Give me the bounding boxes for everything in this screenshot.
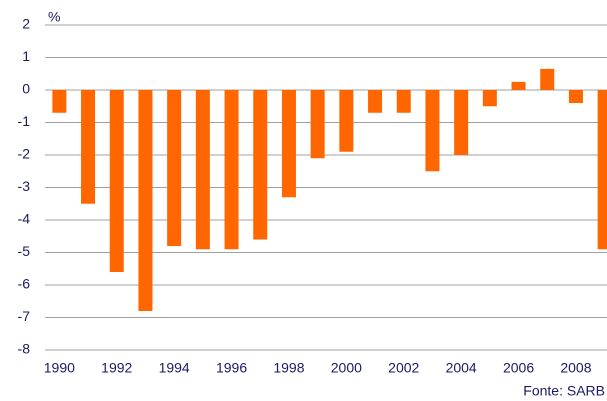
y-tick-label: -2 [18,146,31,162]
x-tick-label: 2004 [446,360,477,376]
bar [310,90,325,159]
x-tick-label: 1992 [101,360,132,376]
y-tick-label: -3 [18,178,31,194]
unit-label: % [48,9,60,25]
x-tick-label: 1996 [216,360,247,376]
bar [138,90,153,311]
source-note: Fonte: SARB [523,383,605,399]
y-tick-label: 1 [22,48,30,64]
x-tick-label: 2002 [388,360,419,376]
bar [81,90,96,204]
bar [195,90,210,250]
bar [396,90,411,113]
x-tick-label: 1994 [159,360,190,376]
y-tick-label: 2 [22,16,30,32]
bar [52,90,67,113]
x-tick-label: 2000 [331,360,362,376]
x-tick-label: 1990 [44,360,75,376]
bar [597,90,607,250]
bar [167,90,182,246]
x-tick-label: 2008 [560,360,591,376]
bar [425,90,440,172]
x-tick-label: 2006 [503,360,534,376]
y-tick-label: -6 [18,276,31,292]
y-tick-label: 0 [22,81,30,97]
bar [482,90,497,107]
y-tick-label: -5 [18,243,31,259]
bar [109,90,124,272]
y-tick-label: -1 [18,113,31,129]
bar [281,90,296,198]
x-tick-label: 1998 [273,360,304,376]
y-tick-label: -7 [18,308,31,324]
bar [224,90,239,250]
bar [568,90,583,103]
y-tick-label: -4 [18,211,31,227]
bar [540,68,555,90]
bar [511,81,526,90]
bar [253,90,268,240]
bar [339,90,354,152]
y-tick-label: -8 [18,341,31,357]
bar [454,90,469,155]
bar [368,90,383,113]
